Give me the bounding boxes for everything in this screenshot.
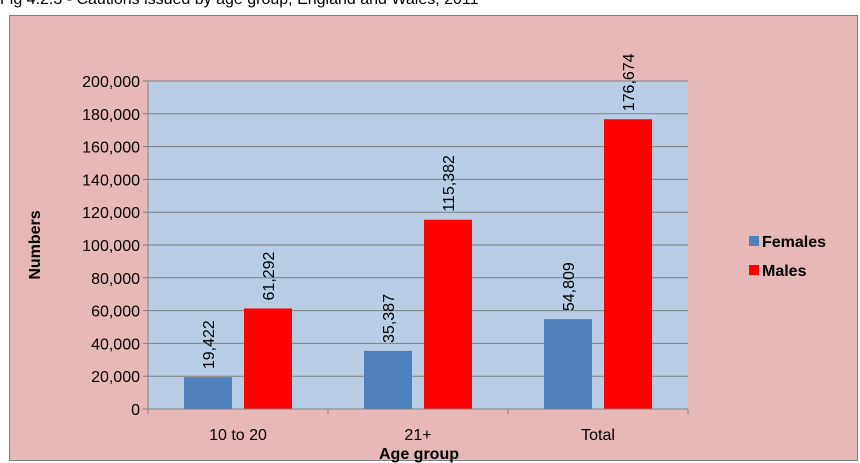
data-labels: 19,422 35,387 54,809 61,292 115,382 176,674 bbox=[201, 53, 638, 369]
legend-label: Males bbox=[762, 263, 807, 280]
bar-females bbox=[364, 350, 412, 409]
bar-males bbox=[604, 119, 652, 409]
axes bbox=[143, 80, 689, 414]
tick-labels: 0 20,000 40,000 60,000 80,000 100,000 120,000 1… bbox=[82, 74, 615, 444]
y-tick-label: 80,000 bbox=[91, 271, 140, 288]
data-label: 54,809 bbox=[561, 262, 578, 311]
x-tick-label: 10 to 20 bbox=[209, 427, 267, 444]
y-tick-label: 0 bbox=[131, 402, 140, 419]
y-tick-label: 60,000 bbox=[91, 304, 140, 321]
bar-females bbox=[544, 319, 592, 409]
legend-swatch-males bbox=[749, 265, 759, 275]
y-tick-label: 160,000 bbox=[82, 140, 140, 157]
figure-caption: Fig 4.2.3 - Cautions issued by age group… bbox=[0, 0, 479, 9]
y-tick-label: 120,000 bbox=[82, 205, 140, 222]
legend-label: Females bbox=[762, 234, 826, 251]
legend: Females Males bbox=[749, 234, 826, 280]
x-axis-title: Age group bbox=[379, 446, 459, 463]
bar-females bbox=[184, 377, 232, 409]
chart-frame bbox=[9, 15, 858, 461]
y-tick-label: 200,000 bbox=[82, 74, 140, 91]
y-tick-label: 40,000 bbox=[91, 336, 140, 353]
y-axis-title: Numbers bbox=[27, 210, 44, 279]
bar-males bbox=[244, 308, 292, 409]
bars bbox=[184, 119, 652, 409]
data-label: 19,422 bbox=[201, 320, 218, 369]
x-tick-label: 21+ bbox=[404, 427, 431, 444]
data-label: 35,387 bbox=[381, 294, 398, 343]
y-tick-label: 100,000 bbox=[82, 238, 140, 255]
x-tick-label: Total bbox=[581, 427, 615, 444]
y-tick-label: 140,000 bbox=[82, 172, 140, 189]
data-label: 176,674 bbox=[621, 53, 638, 111]
y-tick-label: 20,000 bbox=[91, 369, 140, 386]
data-label: 115,382 bbox=[441, 155, 458, 212]
data-label: 61,292 bbox=[261, 251, 278, 300]
gridlines bbox=[148, 80, 688, 377]
bar-males bbox=[424, 219, 472, 409]
y-tick-label: 180,000 bbox=[82, 107, 140, 124]
legend-swatch-females bbox=[749, 236, 759, 246]
